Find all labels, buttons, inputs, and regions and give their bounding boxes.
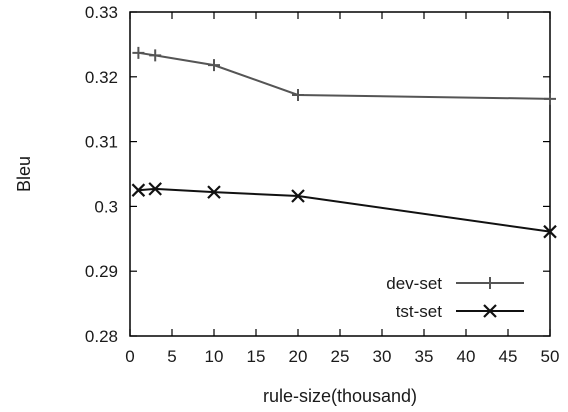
series-line-dev-set <box>138 51 551 100</box>
series-dev-set <box>132 46 556 105</box>
x-tick-label: 35 <box>415 347 434 366</box>
x-tick-label: 45 <box>499 347 518 366</box>
x-tick-label: 5 <box>167 347 176 366</box>
x-tick-label: 50 <box>541 347 560 366</box>
series-layer <box>131 46 557 239</box>
x-tick-label: 0 <box>125 347 134 366</box>
data-point-dev-set <box>544 92 556 105</box>
y-tick-label: 0.32 <box>85 68 118 87</box>
x-tick-label: 15 <box>247 347 266 366</box>
data-point-tst-set <box>207 185 221 199</box>
legend-marker-dev-set <box>484 277 496 289</box>
legend-label-tst-set: tst-set <box>396 302 443 321</box>
x-tick-label: 30 <box>373 347 392 366</box>
legend: dev-set tst-set <box>386 274 524 321</box>
legend-marker-tst-set <box>483 304 497 318</box>
data-point-dev-set <box>132 46 145 59</box>
data-point-tst-set <box>543 224 557 239</box>
plot-frame <box>129 11 551 337</box>
x-tick-label: 10 <box>205 347 224 366</box>
y-axis-label: Bleu <box>14 156 34 192</box>
y-tick-label: 0.28 <box>85 327 118 346</box>
data-point-dev-set <box>149 49 162 62</box>
x-tick-label: 40 <box>457 347 476 366</box>
y-tick-label: 0.3 <box>94 197 118 216</box>
x-tick-label: 20 <box>289 347 308 366</box>
data-point-tst-set <box>291 189 305 203</box>
x-axis: 0 5 10 15 20 25 30 35 40 45 50 <box>125 12 559 366</box>
data-point-dev-set <box>292 88 304 101</box>
legend-label-dev-set: dev-set <box>386 274 442 293</box>
y-axis: 0.28 0.29 0.3 0.31 0.32 0.33 <box>85 3 550 346</box>
data-point-dev-set <box>208 59 220 72</box>
y-tick-label: 0.29 <box>85 262 118 281</box>
y-tick-label: 0.33 <box>85 3 118 22</box>
data-point-tst-set <box>131 183 146 197</box>
data-point-tst-set <box>148 182 162 196</box>
y-tick-label: 0.31 <box>85 133 118 152</box>
series-tst-set <box>131 182 557 239</box>
x-tick-label: 25 <box>331 347 350 366</box>
series-line-tst-set <box>138 187 551 233</box>
x-axis-label: rule-size(thousand) <box>263 386 417 406</box>
